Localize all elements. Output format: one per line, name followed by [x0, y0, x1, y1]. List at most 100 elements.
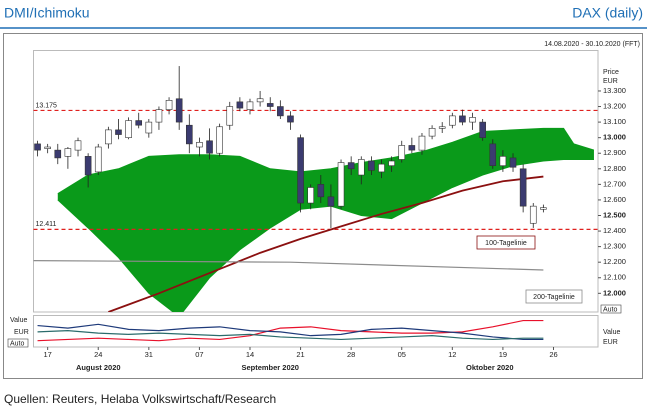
x-tick-label: 21	[296, 350, 304, 359]
dmi-line	[37, 319, 544, 342]
candle-body	[115, 129, 122, 135]
candle-body	[327, 196, 335, 207]
candle-body	[277, 106, 284, 117]
candle-body	[428, 128, 436, 137]
candle-body	[418, 135, 426, 151]
candle-body	[459, 115, 466, 123]
candle-body	[398, 145, 406, 160]
y-tick-label: 13.300	[603, 86, 626, 95]
y-tick-label: 12.400	[603, 226, 626, 235]
header-right: DAX (daily)	[572, 5, 643, 21]
plot	[33, 66, 598, 312]
candle-body	[317, 184, 325, 198]
x-tick-label: 19	[499, 350, 507, 359]
candle-body	[34, 143, 41, 151]
candle-body	[469, 117, 476, 123]
candle-body	[54, 149, 62, 159]
source: Quellen: Reuters, Helaba Volkswirtschaft…	[4, 392, 276, 406]
candle-body	[368, 160, 375, 171]
x-tick-label: 07	[195, 350, 203, 359]
candle-body	[206, 140, 213, 154]
x-tick-label: 24	[94, 350, 102, 359]
dmi-line	[37, 330, 544, 341]
y-tick-label: 12.600	[603, 195, 626, 204]
y-tick-label: 13.000	[603, 133, 626, 142]
candle-body	[125, 120, 132, 138]
header-left: DMI/Ichimoku	[4, 5, 90, 21]
candle-body	[378, 163, 385, 173]
candle-body	[509, 157, 517, 168]
candle-body	[337, 162, 345, 207]
ma-line	[108, 175, 544, 312]
y-tick-label: 12.800	[603, 164, 626, 173]
candle-body	[297, 137, 304, 204]
y-tick-label: 12.000	[603, 288, 626, 297]
candle-body	[408, 145, 416, 151]
annotation-box	[525, 289, 583, 304]
y-tick-label: 13.100	[603, 117, 626, 126]
cloud-edge	[57, 127, 595, 195]
cloud-fill	[57, 128, 594, 312]
candle-body	[185, 124, 193, 145]
candle-body	[479, 121, 486, 138]
frame	[3, 33, 643, 379]
candle-body	[236, 101, 244, 109]
candle-body	[449, 115, 456, 126]
candle-body	[226, 106, 234, 126]
candle-body	[357, 159, 365, 176]
candle-body	[216, 126, 223, 154]
candle-body	[105, 129, 112, 145]
candle-body	[499, 156, 507, 166]
y-tick-label: 12.700	[603, 179, 626, 188]
month-label: Oktober 2020	[466, 363, 514, 372]
candle-body	[44, 146, 51, 149]
y-tick-label: 12.900	[603, 148, 626, 157]
candle-body	[266, 103, 274, 107]
candle-body	[84, 156, 92, 176]
y-tick-label: 13.200	[603, 102, 626, 111]
candle-body	[196, 142, 203, 148]
x-tick-label: 14	[246, 350, 254, 359]
auto-label[interactable]: Auto	[603, 306, 618, 313]
y-tick-label: 12.200	[603, 257, 626, 266]
panel-label: Value	[603, 329, 620, 336]
auto-box[interactable]	[600, 304, 622, 314]
ma-line	[33, 260, 544, 271]
dmi-line	[37, 323, 544, 341]
candle-body	[388, 160, 395, 166]
auto-box[interactable]	[7, 338, 29, 348]
level-label: 13.175	[36, 102, 58, 109]
x-tick-label: 31	[145, 350, 153, 359]
x-tick-label: 28	[347, 350, 355, 359]
cloud-edge	[57, 158, 594, 312]
candle-body	[347, 162, 355, 170]
x-tick-label: 12	[448, 350, 456, 359]
candle-body	[145, 121, 153, 134]
annotation-box	[476, 235, 536, 250]
candle-body	[94, 146, 102, 173]
panel-label: Value	[10, 317, 27, 324]
panel-label: EUR	[603, 339, 618, 346]
lower-plot-area	[33, 315, 599, 348]
candle-body	[307, 187, 314, 204]
candle-body	[175, 98, 183, 123]
candle-body	[64, 148, 72, 157]
candle-body	[155, 109, 163, 123]
candle-body	[165, 100, 173, 110]
candle-body	[246, 101, 254, 110]
date-range: 14.08.2020 - 30.10.2020 (FFT)	[544, 41, 640, 48]
candle-body	[256, 98, 264, 103]
currency-label: EUR	[603, 78, 618, 85]
candle-body	[529, 205, 537, 224]
panel-label[interactable]: Auto	[10, 340, 25, 347]
candle-body	[74, 140, 82, 151]
y-tick-label: 12.500	[603, 210, 626, 219]
candle-body	[287, 115, 294, 123]
price-label: Price	[603, 69, 619, 76]
candle-body	[438, 126, 446, 129]
x-tick-label: 17	[43, 350, 51, 359]
y-tick-label: 12.100	[603, 273, 626, 282]
y-tick-label: 12.300	[603, 242, 626, 251]
candle-body	[540, 207, 547, 210]
